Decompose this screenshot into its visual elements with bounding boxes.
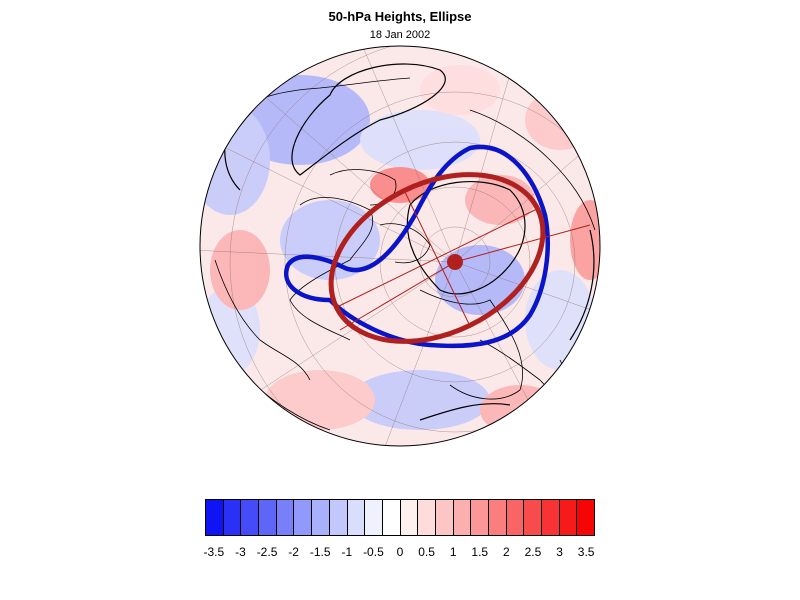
fitted-ellipse	[328, 172, 546, 344]
colorbar-tick-label: 0	[396, 545, 404, 559]
colorbar-box	[524, 500, 543, 535]
vortex-edge	[284, 144, 550, 349]
colorbar-tick-label: -3	[235, 545, 246, 559]
colorbar-tick-label: -1	[341, 545, 353, 559]
map-boundary	[199, 45, 601, 447]
colorbar-box	[506, 500, 525, 535]
colorbar-box	[471, 500, 489, 535]
colorbar-tick-label: -1.5	[309, 545, 331, 559]
ellipse-axes	[336, 191, 591, 331]
colorbar-box	[577, 500, 595, 535]
colorbar-box	[347, 500, 366, 535]
colorbar-tick-label: 0.5	[418, 545, 435, 559]
colorbar-box	[223, 500, 242, 535]
colorbar-tick-label: -2.5	[256, 545, 278, 559]
colorbar-box	[382, 500, 401, 535]
colorbar-box	[294, 500, 313, 535]
colorbar-tick-label: 3	[556, 545, 563, 559]
colorbar-box	[418, 500, 436, 535]
colorbar-labels: -3.5 -3 -2.5 -2 -1.5 -1 -0.5 0 0.5 1 1.5 2 2.5 3 3.5	[0, 545, 800, 561]
colorbar-tick-label: -3.5	[203, 545, 225, 559]
colorbar-box	[365, 500, 383, 535]
colorbar-tick-label: 2.5	[524, 545, 542, 559]
colorbar-tick-label: 1.5	[471, 545, 489, 559]
ellipse-center-marker	[447, 254, 463, 270]
colorbar-box	[276, 500, 295, 535]
colorbar-box	[489, 500, 507, 535]
colorbar-box	[206, 500, 224, 535]
colorbar-tick-label: -2	[288, 545, 299, 559]
colorbar-box	[542, 500, 560, 535]
colorbar-box	[329, 500, 348, 535]
colorbar-tick-label: 1	[449, 545, 457, 559]
colorbar-box	[400, 500, 419, 535]
colorbar-tick-label: 2	[503, 545, 510, 559]
chart-subtitle: 18 Jan 2002	[369, 29, 431, 41]
colorbar-tick-label: 3.5	[577, 545, 595, 559]
colorbar-box	[259, 500, 277, 535]
colorbar-box	[559, 500, 578, 535]
colorbar-box	[312, 500, 330, 535]
chart-title: 50-hPa Heights, Ellipse	[328, 9, 472, 24]
colorbar	[205, 499, 595, 536]
colorbar-box	[241, 500, 260, 535]
colorbar-tick-label: -0.5	[363, 545, 384, 559]
colorbar-box	[435, 500, 454, 535]
colorbar-box	[453, 500, 472, 535]
